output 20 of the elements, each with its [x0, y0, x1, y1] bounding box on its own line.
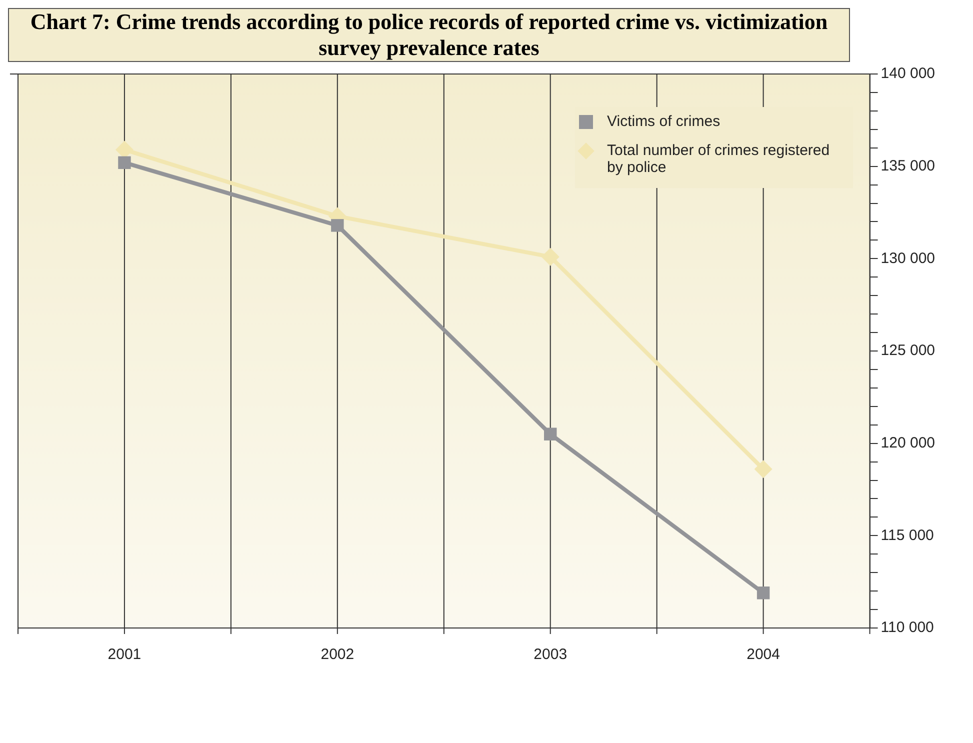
point	[118, 156, 131, 170]
y-tick-label: 135 000	[880, 157, 936, 174]
legend-label: Victims of crimes	[607, 113, 720, 130]
y-tick-label: 120 000	[880, 434, 936, 452]
point	[754, 460, 772, 478]
legend-label: Total number of crimes registered by police	[607, 142, 831, 176]
point	[331, 219, 344, 232]
y-tick-label: 115 000	[880, 526, 934, 544]
x-tick-label: 2001	[108, 646, 142, 664]
point	[544, 428, 557, 440]
y-tick-label: 140 000	[880, 65, 936, 82]
point	[541, 248, 560, 266]
y-tick-label: 130 000	[880, 250, 936, 267]
x-tick-label: 2002	[320, 646, 354, 664]
x-tick-label: 2003	[534, 646, 568, 664]
chart-title: Chart 7: Crime trends according to police records of reported crime vs. victimization survey prevalence rates	[8, 8, 850, 62]
y-tick-label: 125 000	[880, 342, 936, 360]
y-tick-label: 110 000	[880, 619, 934, 636]
x-tick-label: 2004	[746, 646, 780, 664]
point	[756, 586, 770, 600]
